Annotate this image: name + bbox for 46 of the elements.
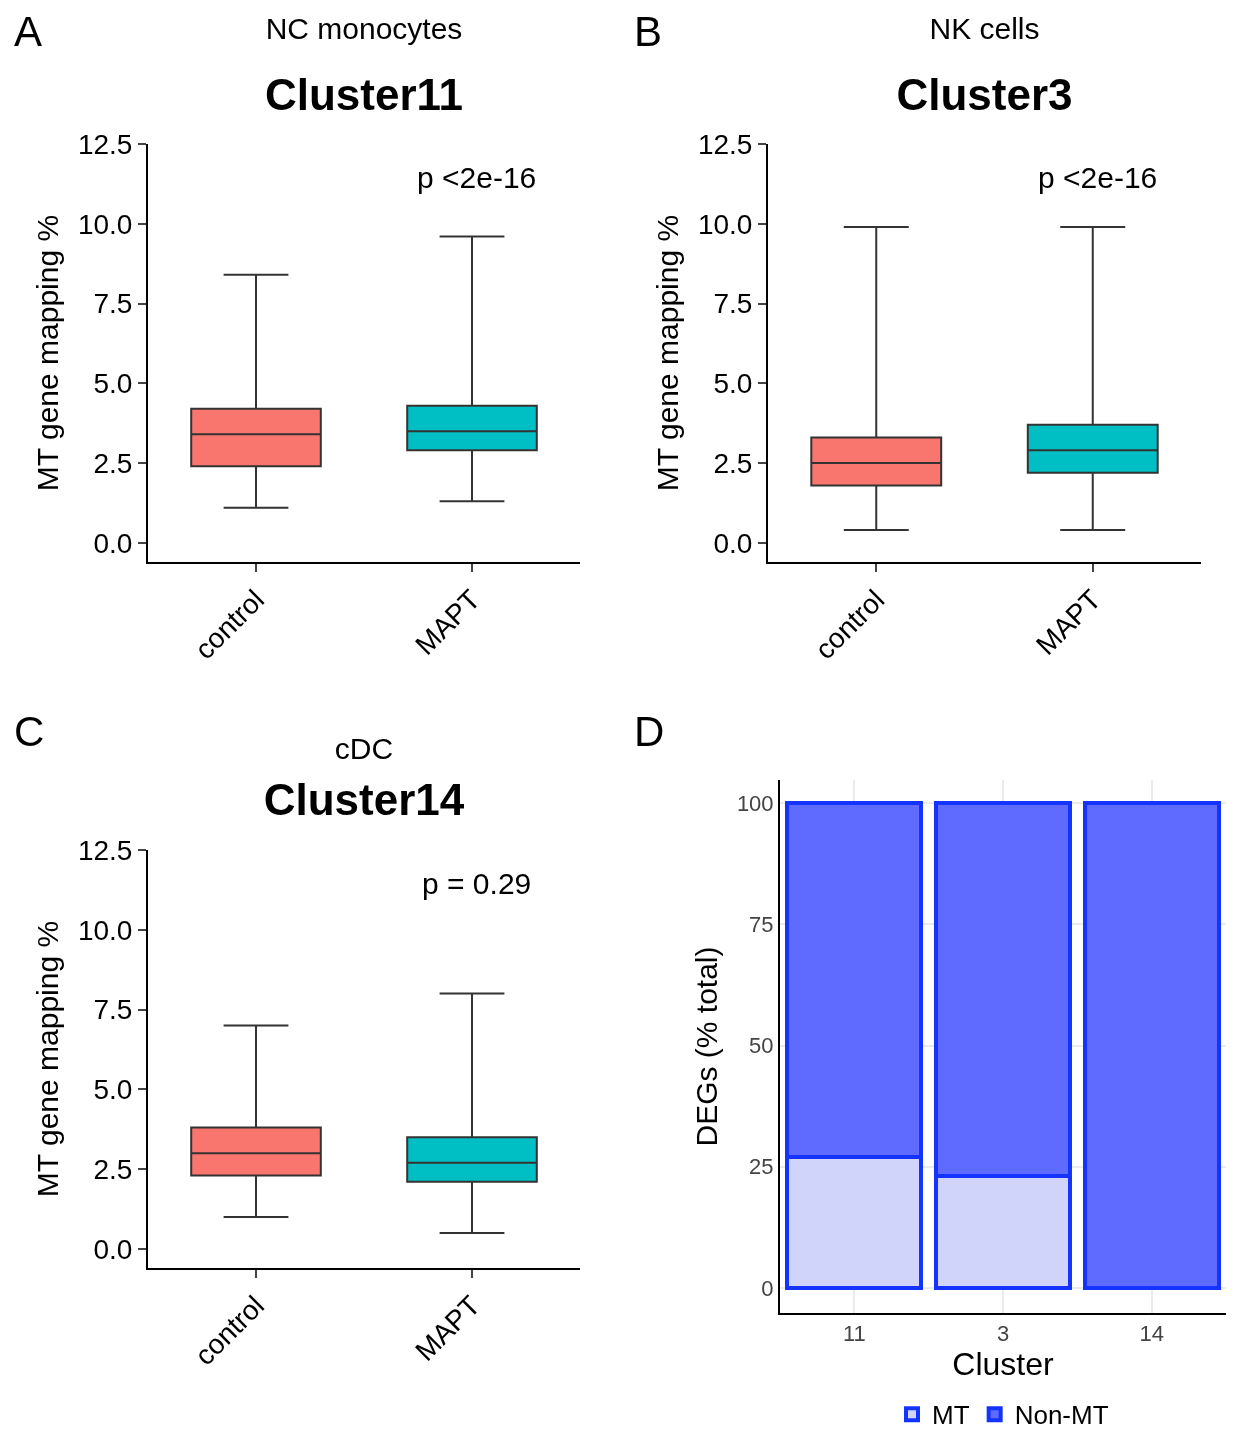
y-tick-label: 0.0 [713, 527, 753, 559]
y-tick-label: 75 [749, 912, 774, 938]
y-axis-title: MT gene mapping % [31, 920, 65, 1198]
y-tick-label: 7.5 [93, 994, 133, 1026]
text: C [14, 708, 45, 757]
y-tick-label: 10.0 [697, 208, 753, 240]
chart-subtitle: NK cells [929, 12, 1040, 47]
y-tick-label: 0.0 [93, 527, 133, 559]
y-axis-title: MT gene mapping % [31, 214, 65, 492]
y-tick-label: 5.0 [93, 368, 133, 400]
annotation: p <2e-16 [417, 161, 537, 194]
y-tick-label: 100 [736, 790, 774, 816]
annotation: p = 0.29 [422, 867, 532, 900]
y-tick-label: 12.5 [77, 128, 133, 160]
x-tick-label: 3 [996, 1321, 1010, 1347]
y-tick-label: 10.0 [77, 208, 133, 240]
x-tick-label: 11 [842, 1321, 866, 1347]
y-axis-title: DEGs (% total) [690, 946, 724, 1147]
y-tick-label: 7.5 [93, 288, 133, 320]
annotation: p <2e-16 [1038, 161, 1158, 194]
y-tick-label: 5.0 [93, 1074, 133, 1106]
y-axis-title: MT gene mapping % [651, 214, 685, 492]
legend-label: Non-MT [1014, 1400, 1109, 1431]
chart-subtitle: NC monocytes [265, 12, 463, 47]
y-tick-label: 0 [761, 1275, 774, 1301]
y-tick-label: 12.5 [697, 128, 753, 160]
chart-title: Cluster11 [264, 70, 464, 120]
y-tick-label: 7.5 [713, 288, 753, 320]
chart-title: Cluster3 [896, 70, 1073, 120]
y-tick-label: 12.5 [77, 834, 133, 866]
text: D [634, 708, 665, 757]
chart-subtitle: cDC [334, 732, 394, 767]
x-tick-label: 14 [1139, 1321, 1164, 1347]
y-tick-label: 2.5 [93, 1153, 133, 1185]
y-tick-label: 2.5 [713, 447, 753, 479]
x-axis-title: Cluster [952, 1346, 1055, 1383]
y-tick-label: 2.5 [93, 447, 133, 479]
y-tick-label: 0.0 [93, 1233, 133, 1265]
y-tick-label: 10.0 [77, 914, 133, 946]
chart-title: Cluster14 [263, 775, 465, 825]
y-tick-label: 25 [749, 1154, 774, 1180]
y-tick-label: 50 [749, 1033, 774, 1059]
legend-label: MT [932, 1400, 970, 1431]
text: B [634, 8, 663, 57]
text: A [14, 8, 43, 57]
y-tick-label: 5.0 [713, 368, 753, 400]
